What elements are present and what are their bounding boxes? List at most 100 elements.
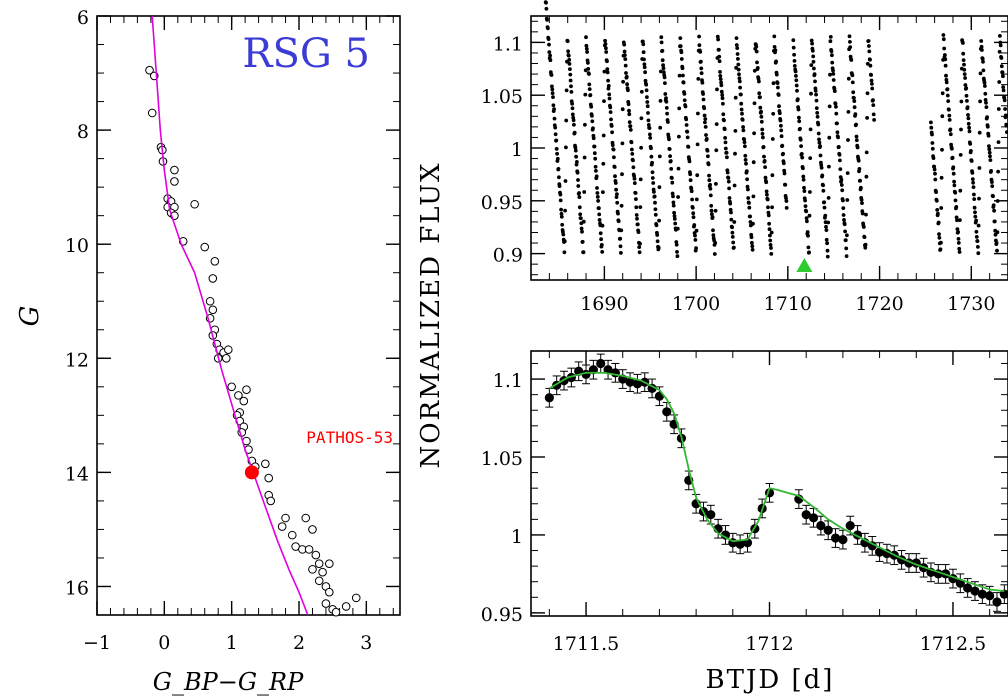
flux-point [708,193,713,198]
flux-point [998,43,1003,48]
star-point [277,522,287,531]
zoom-point [720,530,731,540]
flux-point [784,199,789,203]
flux-point [946,99,951,103]
flux-point [866,39,871,43]
flux-point [709,208,714,213]
flux-point [865,91,870,96]
flux-point [595,186,599,190]
flux-point [795,97,800,102]
star-point [325,559,334,568]
flux-point [933,171,937,176]
flux-point [956,237,961,241]
flux-point [851,90,856,95]
star-point [234,391,243,400]
star-point [200,242,210,252]
flux-point [625,82,629,87]
flux-point [563,179,568,183]
flux-point [690,205,695,210]
flux-point [969,149,973,153]
flux-point [845,171,850,176]
flux-point [557,175,561,180]
flux-point [759,119,764,124]
flux-point [592,144,597,149]
flux-point [577,191,581,195]
flux-point [859,197,864,202]
flux-point [574,154,578,159]
normalized-flux-label: NORMALIZED FLUX [416,161,446,468]
flux-point [725,170,730,175]
flux-point [674,242,679,247]
flux-point [945,93,950,98]
y-tick-label: 10 [65,235,89,257]
flux-point [793,69,798,74]
flux-point [554,147,559,151]
flux-point [870,86,875,91]
flux-point [578,212,583,217]
star-point [301,513,311,523]
star-point [170,177,179,186]
flux-point [710,215,715,220]
flux-point [586,67,591,71]
flux-point [865,116,869,120]
flux-point [603,38,607,43]
flux-point [579,226,584,231]
flux-point [700,80,705,85]
flux-point [992,208,996,213]
flux-point [686,145,691,149]
flux-point [652,194,657,199]
y-tick-label: 1.05 [481,448,523,470]
flux-point [624,74,629,79]
flux-point [838,158,842,163]
flux-point [687,159,692,164]
flux-point [551,103,556,108]
flux-point [794,83,799,88]
flux-point [679,50,684,55]
flux-point [998,34,1002,38]
flux-point [792,59,797,63]
flux-point [942,46,947,51]
flux-point [658,99,663,103]
star-point [325,587,334,597]
flux-point [809,91,813,96]
flux-point [871,103,876,107]
flux-point [939,206,944,210]
flux-point [743,144,747,149]
flux-point [989,169,993,173]
flux-point [857,167,862,171]
flux-point [673,221,678,226]
flux-point [961,41,965,45]
flux-point [761,145,766,149]
flux-point [973,210,977,215]
flux-point [941,33,946,37]
flux-point [831,72,836,76]
flux-point [608,110,613,114]
flux-point [715,34,720,39]
y-tick-label: 16 [65,577,89,599]
flux-point [560,222,565,227]
flux-point [602,69,607,74]
x-tick-label: 1710 [764,293,812,315]
flux-point [622,42,627,47]
flux-point [962,72,967,76]
flux-point [602,99,606,103]
flux-point [780,143,785,148]
flux-point [983,91,988,96]
star-point [311,550,321,560]
flux-point [694,228,699,233]
flux-point [944,73,948,78]
flux-point [740,111,744,116]
flux-point [956,230,960,234]
flux-point [744,161,748,166]
flux-point [718,77,723,81]
flux-point [608,105,613,110]
flux-point [812,72,817,77]
flux-point [584,35,588,40]
flux-point [952,183,957,188]
flux-point [988,154,992,159]
zoom-point [625,377,635,387]
flux-point [983,84,987,88]
flux-point [650,160,654,165]
flux-point [698,50,703,54]
flux-point [759,109,763,114]
